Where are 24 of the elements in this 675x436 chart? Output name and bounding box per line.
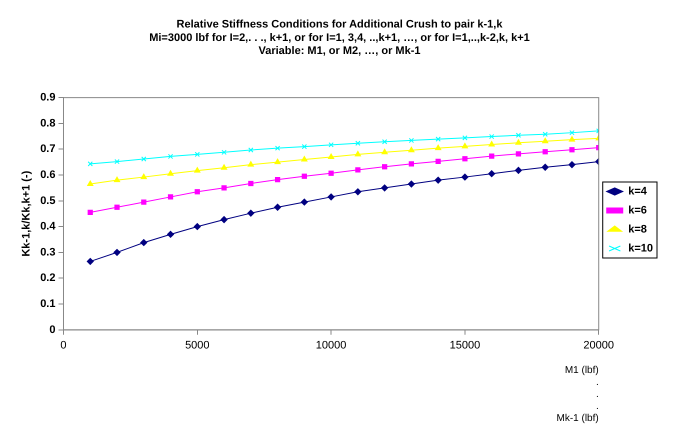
y-tick-label: 0.9	[40, 92, 56, 104]
legend-label: k=8	[628, 224, 647, 236]
y-tick-label: 0	[49, 324, 56, 336]
y-tick-label: 0.4	[40, 220, 56, 233]
legend-label: k=10	[628, 242, 654, 255]
x-tick-label: 5000	[185, 339, 210, 352]
y-tick-label: 0.7	[40, 143, 56, 156]
text: Mi=3000 lbf for I=2,. . ., k+1, or for I=1, 3,4, ..,k+1, …, or for I=1,..,k-2,k, k+1	[149, 32, 530, 44]
x-tick-label: 10000	[316, 339, 346, 352]
y-tick-label: 0.5	[40, 194, 56, 207]
y-tick-label: 0.6	[40, 169, 56, 182]
y-tick-label: 0.2	[40, 272, 56, 284]
y-tick-label: 0.8	[40, 117, 56, 130]
legend-label: k=4	[628, 186, 648, 198]
x-tick-label: 0	[60, 339, 67, 352]
y-axis-title: Kk-1,k/Kk,k+1 (-)	[20, 170, 33, 257]
x-tick-label: 20000	[583, 339, 614, 352]
legend-label: k=6	[628, 204, 647, 217]
text: Relative Stiffness Conditions for Additional Crush to pair k-1,k	[176, 18, 502, 31]
y-tick-label: 0.1	[40, 298, 56, 310]
x-axis-title: M1 (lbf) . . . Mk-1 (lbf)	[556, 364, 599, 424]
y-tick-label: 0.3	[40, 246, 56, 258]
x-tick-label: 15000	[450, 339, 480, 352]
text: Variable: M1, or M2, …, or Mk-1	[258, 45, 420, 58]
